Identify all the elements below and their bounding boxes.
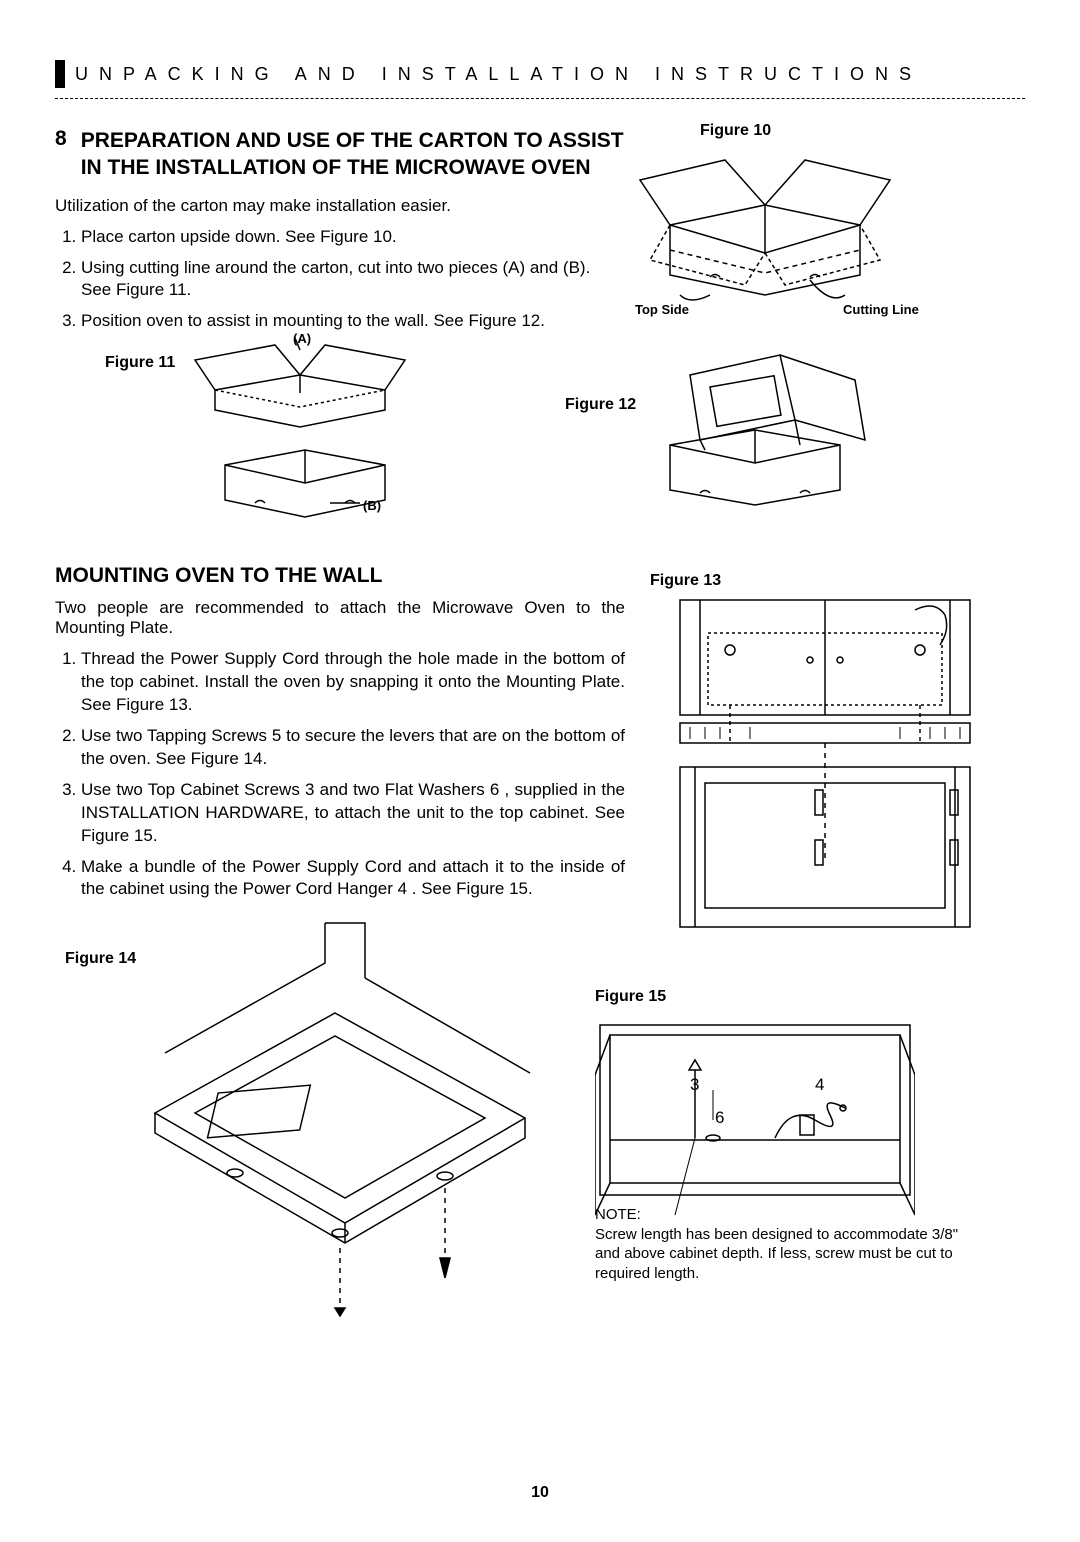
section-intro: Utilization of the carton may make insta… (55, 196, 625, 216)
fig15-num3: 3 (690, 1075, 699, 1095)
mounting-section: MOUNTING OVEN TO THE WALL Two people are… (55, 564, 635, 909)
mounting-title: MOUNTING OVEN TO THE WALL (55, 564, 635, 588)
header-text: UNPACKING AND INSTALLATION INSTRUCTIONS (75, 64, 922, 85)
figure10-label: Figure 10 (700, 122, 771, 140)
fig15-num4: 4 (815, 1075, 824, 1095)
step: Make a bundle of the Power Supply Cord a… (81, 856, 625, 902)
note-text: Screw length has been designed to accomm… (595, 1225, 975, 1284)
step: Thread the Power Supply Cord through the… (81, 648, 625, 717)
section-title-line1: PREPARATION AND USE OF THE CARTON TO ASS… (81, 127, 624, 154)
cutting-line-label: Cutting Line (843, 302, 919, 317)
step: Using cutting line around the carton, cu… (81, 257, 625, 303)
figure11-label: Figure 11 (105, 354, 175, 372)
section-title-col: PREPARATION AND USE OF THE CARTON TO ASS… (81, 127, 624, 182)
page-header: UNPACKING AND INSTALLATION INSTRUCTIONS (55, 60, 1025, 88)
section-title-line2: IN THE INSTALLATION OF THE MICROWAVE OVE… (81, 154, 624, 181)
figure14-label: Figure 14 (65, 950, 136, 968)
section-number: 8 (55, 127, 67, 182)
figure10-diagram (630, 145, 900, 315)
step: Position oven to assist in mounting to t… (81, 310, 625, 333)
header-bar-icon (55, 60, 65, 88)
step: Use two Tapping Screws 5 to secure the l… (81, 725, 625, 771)
header-rule (55, 98, 1025, 99)
figure15-label: Figure 15 (595, 988, 666, 1006)
note-label: NOTE: (595, 1205, 975, 1225)
step: Use two Top Cabinet Screws 3 and two Fla… (81, 779, 625, 848)
page-number: 10 (0, 1484, 1080, 1502)
step: Place carton upside down. See Figure 10. (81, 226, 625, 249)
figure15-diagram (595, 1020, 915, 1220)
figure12-diagram (640, 345, 880, 515)
figure12-label: Figure 12 (565, 396, 636, 414)
mounting-steps: Thread the Power Supply Cord through the… (55, 648, 625, 901)
note-block: NOTE: Screw length has been designed to … (595, 1205, 975, 1283)
fig15-num6: 6 (715, 1108, 724, 1128)
section8-steps: Place carton upside down. See Figure 10.… (55, 226, 625, 334)
figure11-diagram (180, 335, 430, 535)
figure13-diagram (650, 595, 980, 945)
mounting-intro: Two people are recommended to attach the… (55, 598, 625, 638)
figure14-diagram (135, 918, 535, 1318)
top-side-label: Top Side (635, 302, 689, 317)
figure13-label: Figure 13 (650, 572, 721, 590)
